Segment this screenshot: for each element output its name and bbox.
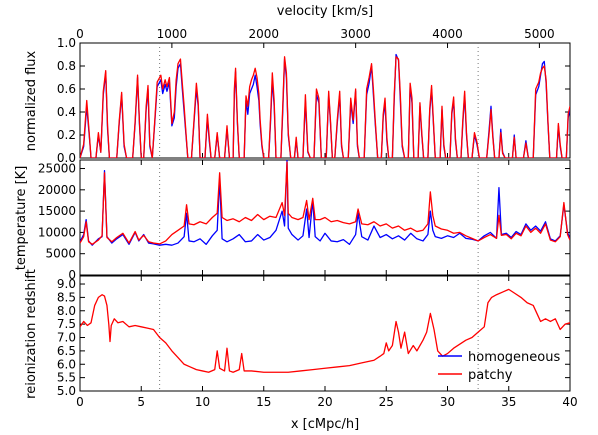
- bottom-patchy-line: [80, 288, 570, 373]
- middle-ytick-label: 10000: [38, 225, 76, 239]
- x-axis-title: x [cMpc/h]: [291, 417, 359, 432]
- middle-ytick-label: 5000: [45, 247, 76, 261]
- top-ytick-label: 0.0: [57, 151, 76, 165]
- xtick-label: 25: [379, 395, 394, 409]
- top-patchy-line: [80, 56, 570, 158]
- xtick-label: 40: [562, 395, 577, 409]
- ticks-layer: 0.00.20.40.60.81.00 1000 2000 3000 4000 50000…: [38, 27, 578, 409]
- xtick-label: 20: [317, 395, 332, 409]
- bottom-ytick-label: 8.5: [57, 290, 76, 304]
- temperature-axis-title: temperature [K]: [14, 166, 29, 271]
- redshift-axis-title: reionization redshift: [24, 269, 39, 399]
- legend: homogeneous patchy: [438, 350, 560, 383]
- xtick-label: 35: [501, 395, 516, 409]
- bottom-ytick-label: 5.5: [57, 371, 76, 385]
- middle-ytick-label: 25000: [38, 162, 76, 176]
- middle-ytick-label: 15000: [38, 204, 76, 218]
- xtick-label: 30: [440, 395, 455, 409]
- bottom-ytick-label: 7.5: [57, 317, 76, 331]
- top-ytick-label: 1.0: [57, 36, 76, 50]
- velocity-tick-label: 1000: [157, 27, 188, 41]
- bottom-ytick-label: 9.0: [57, 277, 76, 291]
- xtick-label: 5: [137, 395, 145, 409]
- flux-axis-title: normalized flux: [24, 50, 39, 151]
- legend-homogeneous-label: homogeneous: [468, 350, 560, 365]
- middle-ytick-label: 0: [68, 268, 76, 282]
- middle-ytick-label: 20000: [38, 183, 76, 197]
- xtick-label: 10: [195, 395, 210, 409]
- top-axis-title: velocity [km/s]: [277, 4, 373, 19]
- xtick-label: 15: [256, 395, 271, 409]
- bottom-ytick-label: 6.5: [57, 344, 76, 358]
- bottom-ytick-label: 6.0: [57, 357, 76, 371]
- top-ytick-label: 0.2: [57, 128, 76, 142]
- velocity-tick-label: 3000: [340, 27, 371, 41]
- series-layer: [80, 53, 570, 373]
- xtick-label: 0: [76, 395, 84, 409]
- top-ytick-label: 0.6: [57, 82, 76, 96]
- velocity-tick-label: 0: [76, 27, 84, 41]
- legend-patchy-label: patchy: [468, 368, 513, 383]
- bottom-ytick-label: 5.0: [57, 384, 76, 398]
- top-ytick-label: 0.4: [57, 105, 76, 119]
- velocity-tick-label: 2000: [248, 27, 279, 41]
- velocity-tick-label: 4000: [432, 27, 463, 41]
- bottom-ytick-label: 7.0: [57, 331, 76, 345]
- top-ytick-label: 0.8: [57, 59, 76, 73]
- middle-patchy-line: [80, 161, 570, 245]
- bottom-ytick-label: 8.0: [57, 304, 76, 318]
- velocity-tick-label: 5000: [524, 27, 555, 41]
